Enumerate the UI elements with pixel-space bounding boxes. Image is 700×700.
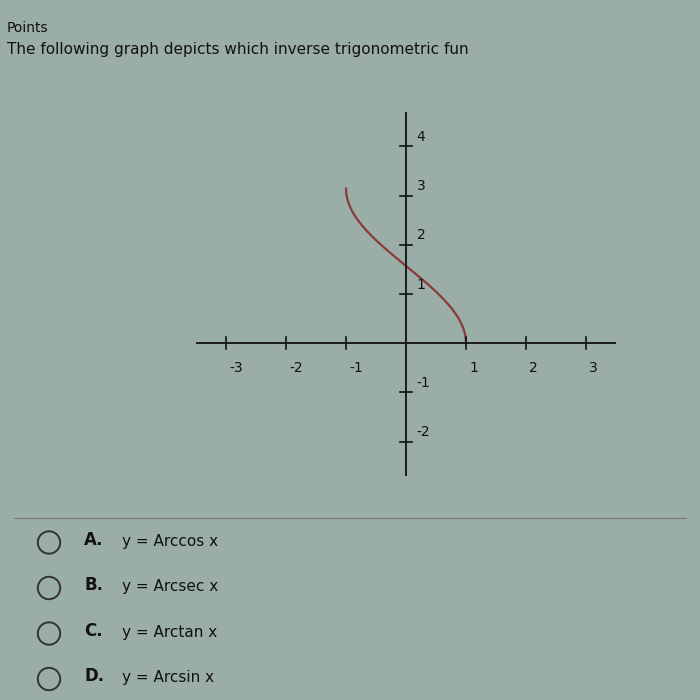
Text: -2: -2 xyxy=(416,425,430,439)
Text: 2: 2 xyxy=(416,228,426,242)
Text: -2: -2 xyxy=(289,361,302,375)
Text: B.: B. xyxy=(84,576,103,594)
Text: D.: D. xyxy=(84,667,104,685)
Text: 2: 2 xyxy=(529,361,538,375)
Text: The following graph depicts which inverse trigonometric fun: The following graph depicts which invers… xyxy=(7,42,468,57)
Text: y = Arctan x: y = Arctan x xyxy=(122,625,218,640)
Text: A.: A. xyxy=(84,531,104,549)
Text: -3: -3 xyxy=(229,361,243,375)
Text: 4: 4 xyxy=(416,130,426,144)
Text: -1: -1 xyxy=(416,376,430,390)
Text: 3: 3 xyxy=(416,179,426,193)
Text: 1: 1 xyxy=(416,277,426,291)
Text: y = Arcsec x: y = Arcsec x xyxy=(122,580,218,594)
Text: y = Arccos x: y = Arccos x xyxy=(122,534,218,549)
Text: 1: 1 xyxy=(469,361,478,375)
Text: 3: 3 xyxy=(589,361,598,375)
Text: -1: -1 xyxy=(349,361,363,375)
Text: C.: C. xyxy=(84,622,103,640)
Text: y = Arcsin x: y = Arcsin x xyxy=(122,671,215,685)
Text: Points: Points xyxy=(7,21,48,35)
